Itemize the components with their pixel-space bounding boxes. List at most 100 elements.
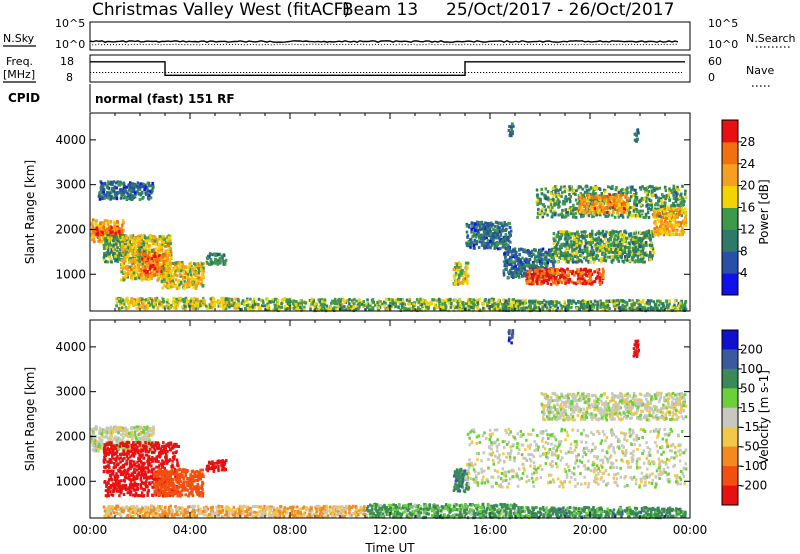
heatmap-cell-13 [535, 255, 538, 259]
heatmap-cell-8 [127, 306, 130, 310]
heatmap-cell-5 [175, 261, 178, 265]
heatmap-cell-3 [120, 259, 123, 262]
heatmap-cell-14 [547, 278, 551, 282]
heatmap-cell-9 [483, 299, 486, 303]
heatmap-cell-11 [459, 281, 462, 285]
heatmap-cell-9 [320, 308, 323, 312]
heatmap-cell-13 [522, 263, 526, 267]
heatmap-cell-4 [152, 270, 155, 273]
heatmap-cell-3 [167, 253, 171, 257]
heatmap-cell-3 [123, 270, 126, 274]
heatmap-cell-9 [487, 300, 491, 304]
heatmap-cell-8 [205, 304, 208, 308]
heatmap-cell-9 [286, 300, 290, 303]
heatmap-cell-15 [584, 239, 587, 243]
heatmap-cell-10 [599, 304, 603, 308]
heatmap-cell-3 [162, 244, 165, 248]
heatmap-cell-5 [188, 262, 191, 266]
heatmap-cell-6 [107, 180, 110, 184]
heatmap-cell-15 [628, 250, 632, 254]
heatmap-cell-5 [175, 287, 179, 291]
heatmap-cell-9 [449, 304, 452, 308]
heatmap-cell-14 [528, 282, 531, 286]
heatmap-cell-13 [547, 258, 551, 262]
heatmap-cell-3 [129, 271, 132, 275]
heatmap-cell-15 [616, 248, 619, 252]
heatmap-cell-12 [500, 221, 503, 225]
heatmap-cell-9 [431, 298, 434, 302]
heatmap-cell-15 [644, 250, 648, 254]
heatmap-cell-9 [478, 297, 481, 301]
heatmap-cell-14 [539, 282, 542, 286]
heatmap-cell-9 [451, 299, 454, 302]
heatmap-cell-8 [193, 296, 196, 300]
heatmap-cell-9 [428, 303, 432, 307]
heatmap-cell-14 [589, 271, 592, 275]
heatmap-cell-6 [115, 192, 119, 196]
heatmap-cell-15 [650, 246, 653, 250]
heatmap-cell-5 [186, 265, 190, 269]
heatmap-cell-13 [538, 260, 541, 263]
heatmap-cell-9 [389, 298, 392, 301]
heatmap-cell-12 [484, 221, 487, 225]
heatmap-cell-10 [641, 300, 645, 304]
heatmap-cell-12 [504, 233, 507, 237]
heatmap-cell-9 [343, 300, 346, 304]
heatmap-cell-8 [210, 302, 213, 306]
heatmap-cell-14 [538, 269, 542, 273]
heatmap-cell-5 [181, 260, 184, 264]
heatmap-cell-5 [171, 283, 174, 287]
heatmap-cell-13 [502, 260, 506, 264]
heatmap-cell-9 [323, 307, 326, 311]
heatmap-cell-8 [166, 298, 169, 302]
heatmap-cell-14 [551, 271, 554, 275]
heatmap-cell-2 [115, 235, 119, 239]
heatmap-cell-8 [236, 297, 240, 301]
nsky-label: N.Sky [3, 32, 35, 45]
heatmap-cell-10 [515, 306, 518, 310]
heatmap-cell-8 [217, 304, 220, 308]
heatmap-cell-5 [199, 261, 202, 265]
heatmap-cell-5 [171, 281, 175, 285]
heatmap-cell-3 [137, 260, 141, 263]
heatmap-cell-3 [134, 244, 138, 248]
heatmap-cell-15 [615, 238, 619, 242]
heatmap-cell-10 [630, 304, 634, 308]
heatmap-cell-13 [552, 264, 555, 268]
heatmap-cell-3 [120, 270, 123, 274]
heatmap-cell-14 [601, 273, 604, 277]
heatmap-cell-3 [137, 237, 140, 241]
heatmap-cell-6 [100, 188, 103, 192]
heatmap-cell-13 [545, 250, 548, 254]
heatmap-cell-10 [504, 306, 508, 310]
heatmap-cell-12 [469, 237, 472, 241]
heatmap-cell-2 [106, 234, 109, 237]
heatmap-cell-9 [368, 308, 371, 312]
heatmap-cell-12 [473, 239, 477, 242]
heatmap-cell-15 [591, 249, 594, 253]
heatmap-cell-3 [130, 260, 134, 264]
heatmap-cell-6 [115, 190, 119, 194]
heatmap-cell-9 [493, 307, 496, 311]
heatmap-cell-3 [139, 262, 142, 266]
heatmap-cell-15 [553, 237, 556, 241]
heatmap-cell-3 [139, 242, 142, 246]
heatmap-cell-12 [477, 234, 480, 238]
heatmap-cell-6 [108, 182, 111, 186]
heatmap-cell-9 [243, 303, 246, 307]
heatmap-cell-3 [145, 243, 148, 247]
heatmap-cell-1 [98, 227, 101, 231]
heatmap-cell-0 [102, 222, 106, 225]
heatmap-cell-3 [131, 243, 134, 247]
heatmap-cell-2 [104, 240, 107, 244]
heatmap-cell-9 [408, 302, 411, 306]
heatmap-cell-4 [155, 252, 159, 256]
heatmap-cell-10 [596, 303, 600, 307]
heatmap-cell-13 [509, 260, 513, 263]
heatmap-cell-8 [143, 300, 146, 304]
heatmap-cell-6 [97, 194, 101, 198]
heatmap-cell-9 [359, 302, 363, 306]
heatmap-cell-8 [125, 307, 128, 311]
heatmap-cell-1 [117, 230, 121, 234]
